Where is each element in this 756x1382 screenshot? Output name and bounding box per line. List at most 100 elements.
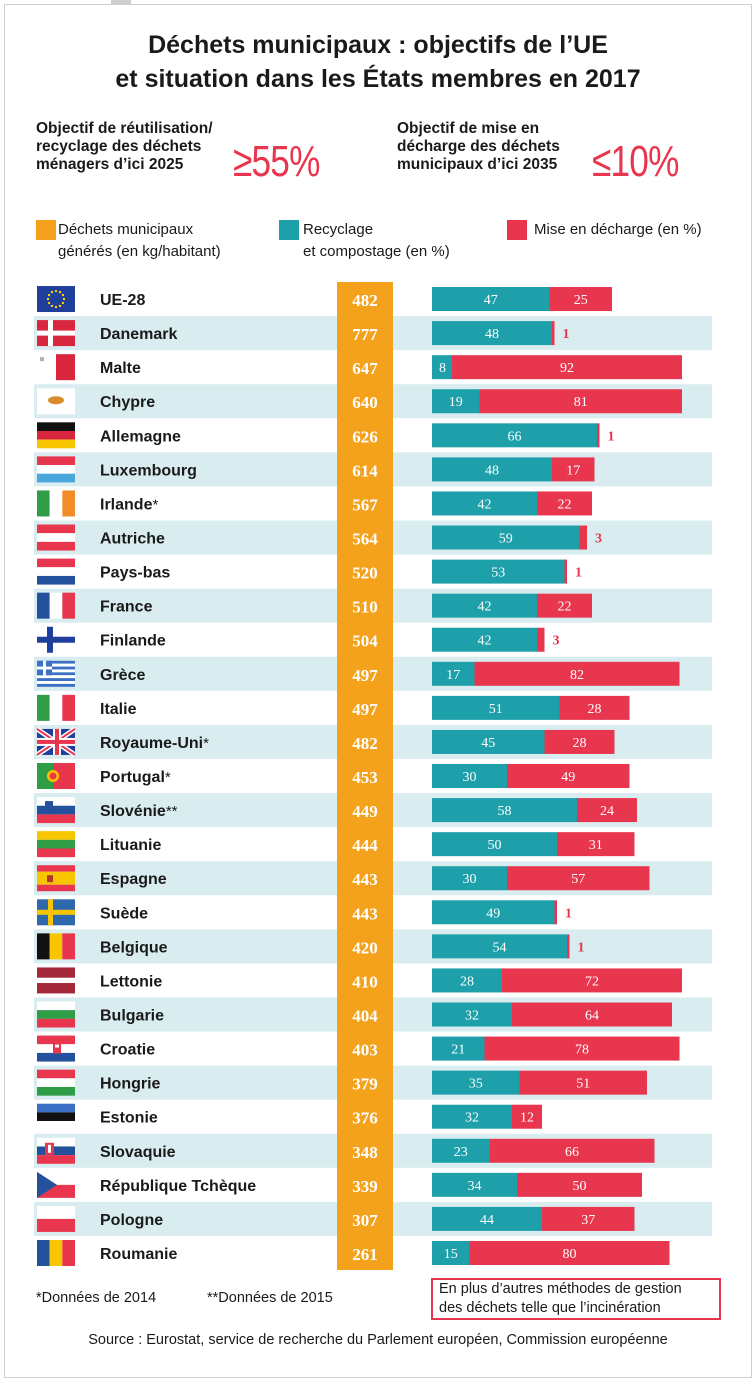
recycling-value: 45 <box>481 736 495 751</box>
generated-value: 482 <box>352 291 378 310</box>
landfill-bar <box>517 1172 642 1197</box>
landfill-value: 3 <box>595 532 602 547</box>
flag-lu-icon <box>37 456 75 483</box>
country-name: Croatie <box>100 1042 155 1059</box>
recycling-value: 30 <box>463 770 477 785</box>
recycling-value: 8 <box>439 361 446 376</box>
recycling-bar <box>432 559 565 584</box>
recycling-value: 15 <box>444 1247 458 1262</box>
landfill-value: 31 <box>589 838 603 853</box>
table-row: Slovaquie 348 23 66 <box>37 1137 655 1164</box>
generated-value: 403 <box>352 1041 378 1060</box>
recycling-value: 42 <box>478 497 492 512</box>
table-row: Grèce 497 17 82 <box>37 660 680 687</box>
generated-value: 567 <box>352 495 378 514</box>
recycling-value: 23 <box>454 1145 468 1160</box>
recycling-bar <box>432 764 507 789</box>
landfill-bar <box>564 559 567 584</box>
country-name: Allemagne <box>100 428 181 445</box>
reuse-target-value: ≥55% <box>233 137 320 186</box>
table-row: Autriche 564 59 3 <box>37 524 602 551</box>
flag-si-icon <box>37 797 75 824</box>
incineration-note: En plus d’autres méthodes de gestion des… <box>431 1278 721 1320</box>
recycling-value: 49 <box>486 906 500 921</box>
country-name: Slovénie** <box>100 803 178 820</box>
generated-value: 404 <box>352 1007 378 1026</box>
landfill-bar <box>479 389 682 414</box>
country-name: Autriche <box>100 531 165 548</box>
table-row: Finlande 504 42 3 <box>37 626 560 653</box>
landfill-value: 82 <box>570 668 584 683</box>
generated-value: 626 <box>352 427 378 446</box>
recycling-bar <box>432 491 537 516</box>
recycling-value: 19 <box>449 395 463 410</box>
recycling-value: 66 <box>508 429 522 444</box>
recycling-bar <box>432 1138 490 1163</box>
flag-es-icon <box>37 865 75 892</box>
recycling-value: 42 <box>478 600 492 615</box>
recycling-value: 32 <box>465 1111 479 1126</box>
table-row: Estonie 376 32 12 <box>37 1103 542 1130</box>
table-row: Irlande* 567 42 22 <box>37 490 592 517</box>
landfill-bar <box>489 1138 655 1163</box>
landfill-target-line-2: décharge des déchets <box>397 138 560 155</box>
landfill-value: 78 <box>575 1043 589 1058</box>
flag-uk-icon <box>35 726 77 758</box>
landfill-bar <box>537 593 592 618</box>
table-row: Portugal* 453 30 49 <box>37 763 630 790</box>
landfill-value: 22 <box>558 600 572 615</box>
flag-bg-icon <box>37 1001 75 1028</box>
table-row: Pologne 307 44 37 <box>37 1205 635 1232</box>
country-name: Portugal* <box>100 769 171 786</box>
recycling-bar <box>432 1206 542 1231</box>
generated-value: 520 <box>352 564 378 583</box>
reuse-target-line-2: recyclage des déchets <box>36 138 202 155</box>
recycling-bar <box>432 832 557 857</box>
recycling-value: 58 <box>498 804 512 819</box>
recycling-bar <box>432 1104 512 1129</box>
frame-tab <box>111 0 131 5</box>
landfill-bar <box>549 287 612 312</box>
recycling-value: 59 <box>499 532 513 547</box>
generated-value: 443 <box>352 870 378 889</box>
landfill-bar <box>502 968 682 993</box>
landfill-target-value: ≤10% <box>592 137 679 186</box>
country-name: Pologne <box>100 1212 163 1229</box>
table-row: Roumanie 261 15 80 <box>37 1239 670 1266</box>
recycling-bar <box>432 900 555 925</box>
landfill-bar <box>484 1036 680 1061</box>
generated-value: 777 <box>352 325 378 344</box>
landfill-bar <box>544 729 615 754</box>
infographic-frame <box>4 4 752 1378</box>
landfill-value: 24 <box>600 804 614 819</box>
country-name: Suède <box>100 905 148 922</box>
recycling-bar <box>432 798 577 823</box>
flag-hr-icon <box>37 1035 75 1062</box>
landfill-bar <box>519 1070 647 1095</box>
landfill-bar <box>579 525 587 550</box>
legend-generated-line-1: Déchets municipaux <box>58 221 194 238</box>
flag-lv-icon <box>37 967 75 994</box>
landfill-value: 49 <box>561 770 575 785</box>
landfill-bar <box>452 355 682 380</box>
recycling-bar <box>432 729 545 754</box>
recycling-value: 17 <box>446 668 460 683</box>
generated-value: 510 <box>352 598 378 617</box>
flag-se-icon <box>37 899 75 926</box>
country-name: Slovaquie <box>100 1144 176 1161</box>
source-note: Source : Eurostat, service de recherche … <box>88 1332 668 1348</box>
landfill-bar <box>567 934 570 959</box>
landfill-target-text: Objectif de mise en décharge des déchets… <box>397 120 560 174</box>
generated-value: 261 <box>352 1245 378 1264</box>
landfill-bar <box>557 832 635 857</box>
recycling-bar <box>432 1070 520 1095</box>
generated-value: 647 <box>352 359 378 378</box>
recycling-bar <box>432 423 597 448</box>
flag-fi-icon <box>37 626 75 653</box>
recycling-value: 50 <box>488 838 502 853</box>
recycling-value: 51 <box>489 702 503 717</box>
table-row: Slovénie** 449 58 24 <box>37 797 637 824</box>
recycling-value: 32 <box>465 1009 479 1024</box>
generated-column <box>337 282 393 1270</box>
flag-hu-icon <box>37 1069 75 1096</box>
